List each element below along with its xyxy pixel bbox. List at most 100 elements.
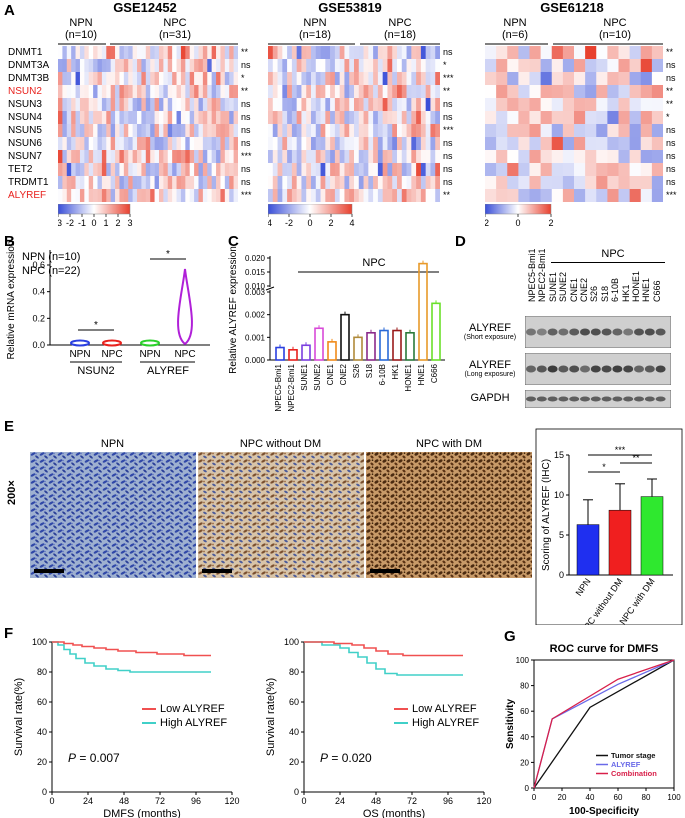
heatmap-cell — [158, 98, 164, 111]
heatmap-cell — [154, 189, 160, 202]
heatmap-cell — [311, 176, 317, 189]
heatmap-cell — [115, 46, 120, 59]
heatmap-cell — [123, 150, 129, 163]
significance-mark: *** — [615, 445, 626, 455]
heatmap-cell — [150, 85, 155, 98]
heatmap-cell — [387, 137, 393, 150]
violin-shape — [70, 339, 90, 347]
heatmap-cell — [339, 46, 345, 59]
heatmap-cell — [110, 98, 116, 111]
bar — [576, 524, 600, 576]
heatmap-cell — [58, 46, 63, 59]
protein-name: ALYREF — [469, 359, 511, 371]
blot-band — [623, 365, 634, 373]
heatmap-cell — [110, 150, 116, 163]
blot-band — [569, 365, 580, 373]
group-name: NPC — [388, 17, 412, 29]
heatmap-gse12452 — [58, 46, 238, 202]
blot-band — [536, 328, 547, 336]
heatmap-cell — [71, 150, 76, 163]
heatmap-cell — [551, 176, 564, 189]
heatmap-cell — [93, 59, 98, 72]
heatmap-cell — [93, 137, 98, 150]
heatmap-cell — [363, 98, 369, 111]
heatmap-cell — [397, 111, 403, 124]
heatmap-cell — [101, 111, 107, 124]
heatmap-cell — [306, 59, 312, 72]
heatmap-cell — [123, 176, 129, 189]
heatmap-cell — [287, 59, 293, 72]
heatmap-cell — [330, 150, 336, 163]
panel-b-legend: NPN (n=10) NPC (n=22) — [22, 250, 80, 278]
heatmap-cell — [220, 150, 226, 163]
heatmap-cell — [334, 150, 340, 163]
heatmap-cell — [344, 59, 350, 72]
heatmap-cell — [194, 46, 199, 59]
heatmap-cell — [229, 111, 234, 124]
heatmap-cell — [562, 176, 575, 189]
heatmap-cell — [287, 98, 293, 111]
heatmap-cell — [132, 85, 138, 98]
heatmap-cell — [229, 189, 234, 202]
heatmap-cell — [406, 163, 412, 176]
heatmap-cell — [562, 137, 575, 150]
heatmap-cell — [141, 98, 147, 111]
heatmap-cell — [339, 111, 345, 124]
colorbar-tick-label: -1 — [78, 218, 86, 228]
heatmap-cell — [106, 176, 111, 189]
heatmap-cell — [145, 59, 151, 72]
heatmap-cell — [651, 46, 663, 59]
x-tick-label: 24 — [83, 796, 93, 806]
x-tick-label: SUNE2 — [313, 363, 322, 390]
heatmap-cell — [141, 137, 147, 150]
heatmap-cell — [189, 189, 195, 202]
y-tick-label: 40 — [37, 727, 47, 737]
heatmap-cell — [84, 85, 90, 98]
heatmap-cell — [123, 137, 129, 150]
gene-label: TRDMT1 — [8, 177, 49, 188]
heatmap-cell — [311, 85, 317, 98]
heatmap-cell — [287, 137, 293, 150]
ihc-label-npc-without-dm: NPC without DM — [239, 438, 322, 450]
heatmap-cell — [344, 124, 350, 137]
heatmap-cell — [339, 176, 345, 189]
heatmap-cell — [296, 46, 302, 59]
heatmap-cell — [382, 163, 388, 176]
y-tick-label: 0.0 — [32, 340, 45, 350]
lane-label: NPEC5-Bmi1 — [527, 248, 537, 302]
heatmap-cell — [123, 46, 129, 59]
significance-mark: ns — [666, 125, 676, 135]
heatmap-cell — [368, 59, 374, 72]
heatmap-cell — [315, 163, 321, 176]
heatmap-cell — [123, 72, 129, 85]
heatmap-cell — [224, 111, 230, 124]
heatmap-cell — [311, 72, 317, 85]
heatmap-cell — [137, 98, 142, 111]
heatmap-cell — [529, 124, 541, 137]
heatmap-cell — [141, 46, 147, 59]
heatmap-cell — [401, 59, 407, 72]
heatmap-cell — [101, 150, 107, 163]
heatmap-cell — [425, 137, 431, 150]
bar — [431, 302, 441, 361]
heatmap-cell — [377, 176, 383, 189]
heatmap-cell — [233, 189, 238, 202]
heatmap-cell — [301, 72, 307, 85]
heatmap-cell — [132, 150, 138, 163]
heatmap-cell — [411, 85, 417, 98]
heatmap-cell — [301, 85, 307, 98]
heatmap-cell — [430, 163, 436, 176]
heatmap-cell — [128, 124, 133, 137]
heatmap-cell — [585, 150, 597, 163]
heatmap-cell — [180, 137, 186, 150]
y-tick-label: 100 — [516, 656, 530, 665]
gene-label: NSUN3 — [8, 99, 42, 110]
heatmap-cell — [406, 111, 412, 124]
heatmap-cell — [320, 176, 326, 189]
heatmap-cell — [368, 189, 374, 202]
lane-label: SUNE2 — [558, 271, 569, 302]
panel-label-f: F — [4, 625, 14, 642]
heatmap-cell — [220, 137, 226, 150]
y-tick-label: 0 — [559, 570, 564, 580]
colorbar-tick-label: 2 — [548, 218, 553, 228]
